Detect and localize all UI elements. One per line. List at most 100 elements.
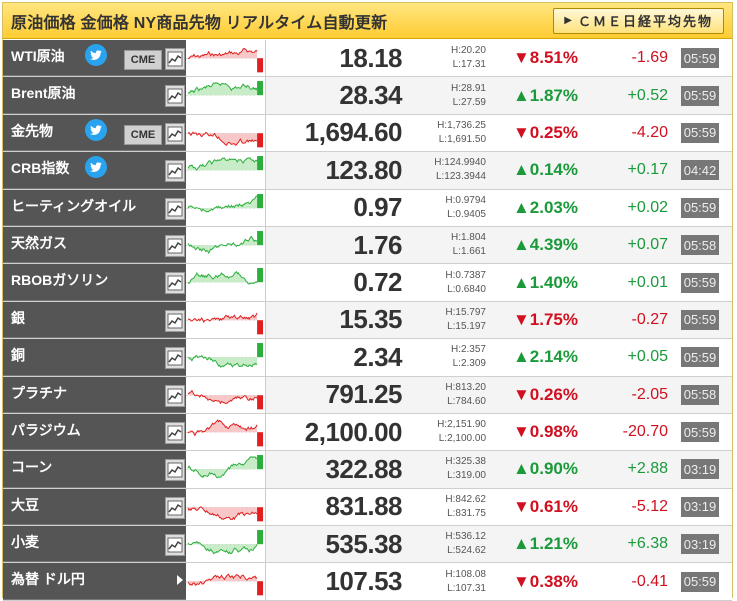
commodity-row[interactable]: コーン 322.88 H:325.38 L:319.00 ▲0.90% +2.88 03:1… — [3, 451, 732, 489]
sparkline-chart[interactable] — [186, 526, 266, 563]
commodity-name-cell[interactable]: 大豆 — [3, 488, 186, 526]
commodity-row[interactable]: Brent原油 28.34 H:28.91 L:27.59 ▲1.87% +0.52 05:… — [3, 77, 732, 115]
low-value: L:0.9405 — [447, 208, 486, 220]
sparkline-chart[interactable] — [186, 226, 266, 264]
commodity-row[interactable]: 金先物 CME 1,694.60 H:1,736.25 L:1,691.50 ▼0.25%… — [3, 114, 732, 153]
commodity-name[interactable]: Brent原油 — [11, 85, 76, 102]
commodity-name[interactable]: CRB指数 — [11, 160, 70, 177]
commodity-name[interactable]: パラジウム — [11, 421, 81, 438]
twitter-icon[interactable] — [85, 44, 107, 66]
net-change: +0.02 — [627, 198, 668, 216]
chart-icon[interactable] — [165, 122, 185, 145]
sparkline-chart[interactable] — [186, 339, 266, 376]
chart-icon[interactable] — [165, 309, 185, 332]
sparkline-chart[interactable] — [186, 451, 266, 488]
commodity-row[interactable]: RBOBガソリン 0.72 H:0.7387 L:0.6840 ▲1.40% +0.01 0… — [3, 264, 732, 302]
commodity-name[interactable]: 金先物 — [11, 122, 53, 139]
commodity-name-cell[interactable]: 天然ガス — [3, 226, 186, 264]
chart-icon[interactable] — [165, 85, 185, 108]
high-low-values: H:28.91 L:27.59 — [410, 82, 488, 110]
chart-icon[interactable] — [165, 384, 185, 407]
commodity-name[interactable]: RBOBガソリン — [11, 272, 109, 289]
commodity-data: 123.80 H:124.9940 L:123.3944 ▲0.14% +0.17 04:… — [266, 152, 732, 189]
chart-icon[interactable] — [165, 48, 185, 70]
commodity-name-cell[interactable]: 金先物 CME — [3, 114, 186, 152]
cme-nikkei-button[interactable]: ▶ ＣＭＥ日経平均先物 — [553, 7, 724, 34]
sparkline-chart[interactable] — [186, 376, 266, 413]
sparkline-chart[interactable] — [186, 189, 266, 226]
sparkline-chart[interactable] — [186, 40, 266, 77]
commodity-name-cell[interactable]: プラチナ — [3, 376, 186, 413]
price-value: 15.35 — [339, 304, 402, 335]
chart-icon[interactable] — [165, 234, 185, 257]
commodity-name-cell[interactable]: 小麦 — [3, 526, 186, 563]
chart-icon[interactable] — [165, 496, 185, 519]
commodity-row[interactable]: 大豆 831.88 H:842.62 L:831.75 ▼0.61% -5.12 03:19 — [3, 488, 732, 527]
sparkline-chart[interactable] — [186, 152, 266, 189]
price-value: 322.88 — [325, 453, 402, 484]
commodity-name[interactable]: コーン — [11, 459, 53, 476]
twitter-icon[interactable] — [85, 118, 107, 141]
commodity-row[interactable]: ヒーティングオイル 0.97 H:0.9794 L:0.9405 ▲2.03% +0.02… — [3, 189, 732, 227]
commodity-name[interactable]: 銅 — [11, 347, 25, 364]
commodity-row[interactable]: 銅 2.34 H:2.357 L:2.309 ▲2.14% +0.05 05:59 — [3, 339, 732, 377]
sparkline-chart[interactable] — [186, 563, 266, 600]
commodity-row[interactable]: プラチナ 791.25 H:813.20 L:784.60 ▼0.26% -2.05 05:… — [3, 376, 732, 414]
commodity-row[interactable]: 銀 15.35 H:15.797 L:15.197 ▼1.75% -0.27 05:59 — [3, 301, 732, 340]
commodity-data: 791.25 H:813.20 L:784.60 ▼0.26% -2.05 05:58 — [266, 376, 732, 413]
commodity-row[interactable]: 小麦 535.38 H:536.12 L:524.62 ▲1.21% +6.38 03:19 — [3, 526, 732, 564]
commodity-name-cell[interactable]: CRB指数 — [3, 152, 186, 189]
commodity-name-cell[interactable]: RBOBガソリン — [3, 264, 186, 301]
commodity-name-cell[interactable]: ヒーティングオイル — [3, 189, 186, 226]
commodity-row[interactable]: WTI原油 CME 18.18 H:20.20 L:17.31 ▼8.51% -1.69 05… — [3, 40, 732, 78]
commodity-row[interactable]: パラジウム 2,100.00 H:2,151.90 L:2,100.00 ▼0.98% -… — [3, 413, 732, 452]
commodity-data: 18.18 H:20.20 L:17.31 ▼8.51% -1.69 05:59 — [266, 40, 732, 77]
chart-icon[interactable] — [165, 534, 185, 557]
chart-icon[interactable] — [165, 421, 185, 444]
commodity-name-cell[interactable]: Brent原油 — [3, 77, 186, 114]
commodity-name-cell[interactable]: コーン — [3, 451, 186, 488]
update-time: 05:59 — [681, 85, 719, 106]
cme-nikkei-button-label: ＣＭＥ日経平均先物 — [577, 14, 713, 29]
high-value: H:0.7387 — [445, 269, 486, 281]
play-arrow-icon[interactable] — [177, 575, 183, 586]
commodity-name-cell[interactable]: 銅 — [3, 339, 186, 376]
commodity-name[interactable]: ヒーティングオイル — [11, 197, 137, 214]
net-change: -5.12 — [631, 497, 668, 515]
chart-icon[interactable] — [165, 347, 185, 370]
commodity-row[interactable]: 為替 ドル円 107.53 H:108.08 L:107.31 ▼0.38% -0.41 0… — [3, 563, 732, 601]
commodity-row[interactable]: 天然ガス 1.76 H:1.804 L:1.661 ▲4.39% +0.07 05:58 — [3, 226, 732, 265]
high-value: H:1,736.25 — [437, 119, 486, 131]
commodity-name[interactable]: 天然ガス — [11, 234, 67, 251]
sparkline-chart[interactable] — [186, 114, 266, 152]
commodity-name-cell[interactable]: 為替 ドル円 — [3, 563, 186, 600]
sparkline-chart[interactable] — [186, 413, 266, 451]
sparkline-chart[interactable] — [186, 301, 266, 339]
high-value: H:20.20 — [450, 45, 486, 57]
chart-icon[interactable] — [165, 459, 185, 482]
commodity-name-cell[interactable]: パラジウム — [3, 413, 186, 451]
net-change: +6.38 — [627, 535, 668, 553]
sparkline-chart[interactable] — [186, 488, 266, 526]
high-value: H:325.38 — [445, 456, 486, 468]
sparkline-chart[interactable] — [186, 77, 266, 114]
net-change: +0.17 — [627, 161, 668, 179]
chart-icon[interactable] — [165, 272, 185, 295]
cme-button[interactable]: CME — [124, 50, 162, 70]
commodity-name[interactable]: WTI原油 — [11, 48, 65, 64]
high-low-values: H:1,736.25 L:1,691.50 — [410, 119, 488, 147]
cme-button[interactable]: CME — [124, 124, 162, 145]
commodity-name[interactable]: 為替 ドル円 — [11, 571, 85, 588]
commodity-name[interactable]: プラチナ — [11, 384, 67, 401]
commodity-name-cell[interactable]: WTI原油 CME — [3, 40, 186, 77]
high-value: H:536.12 — [445, 531, 486, 543]
chart-icon[interactable] — [165, 197, 185, 220]
commodity-row[interactable]: CRB指数 123.80 H:124.9940 L:123.3944 ▲0.14% +0.… — [3, 152, 732, 190]
twitter-icon[interactable] — [85, 156, 107, 179]
commodity-name[interactable]: 小麦 — [11, 534, 39, 551]
commodity-name-cell[interactable]: 銀 — [3, 301, 186, 339]
commodity-name[interactable]: 大豆 — [11, 496, 39, 513]
sparkline-chart[interactable] — [186, 264, 266, 301]
chart-icon[interactable] — [165, 160, 185, 183]
commodity-name[interactable]: 銀 — [11, 309, 25, 326]
